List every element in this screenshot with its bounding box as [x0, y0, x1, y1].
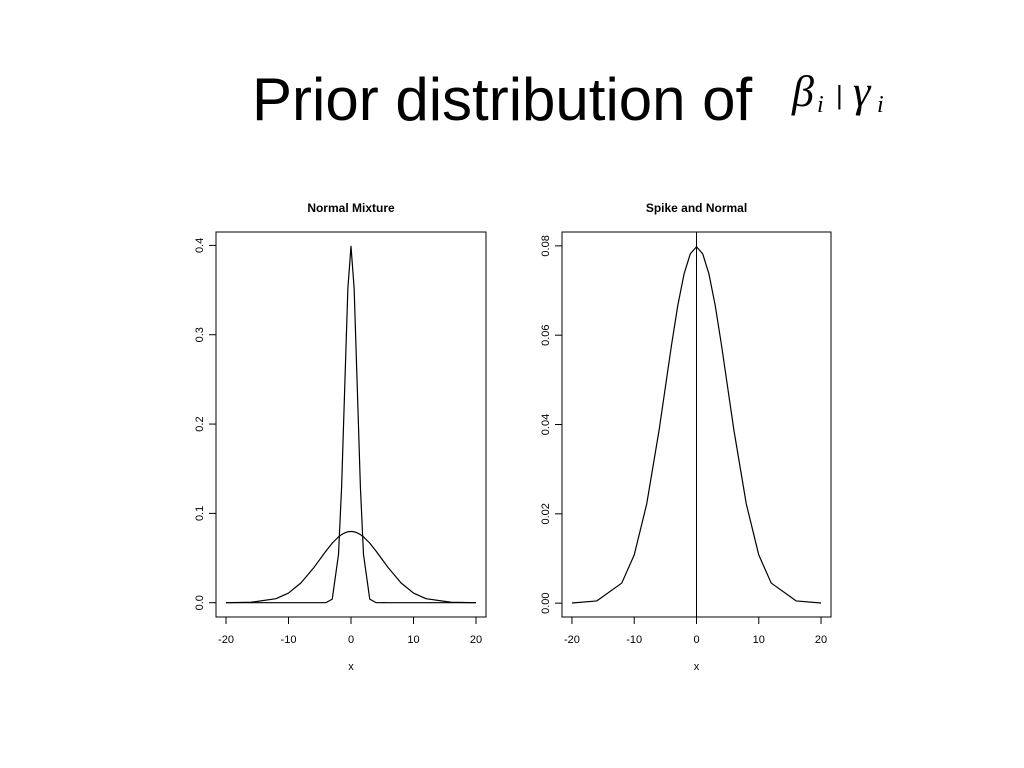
y-tick-label: 0.0: [194, 595, 206, 610]
plot-frame: [215, 231, 487, 618]
y-tick-label: 0.08: [540, 235, 552, 256]
y-tick-label: 0.02: [540, 503, 552, 524]
y-tick-label: 0.2: [194, 416, 206, 431]
title-symbol: i: [877, 92, 884, 118]
x-axis-label: x: [348, 661, 354, 673]
x-tick-label: 0: [348, 634, 354, 646]
y-tick-label: 0.00: [540, 592, 552, 613]
x-tick-label: 10: [753, 634, 765, 646]
x-tick-label: -20: [564, 634, 580, 646]
y-tick-label: 0.3: [194, 327, 206, 342]
x-tick-label: -20: [218, 634, 234, 646]
title-symbol: |: [836, 80, 843, 110]
x-tick-label: -10: [281, 634, 297, 646]
y-tick-label: 0.06: [540, 324, 552, 345]
title-symbol: β: [791, 67, 814, 116]
y-tick-label: 0.1: [194, 506, 206, 521]
line-series: [225, 530, 477, 604]
x-tick-label: 20: [815, 634, 827, 646]
x-tick-label: 0: [693, 634, 699, 646]
x-tick-label: 20: [470, 634, 482, 646]
x-tick-label: -10: [626, 634, 642, 646]
y-tick-label: 0.04: [540, 414, 552, 435]
title-symbol: i: [817, 92, 824, 118]
chart-title: Normal Mixture: [307, 201, 395, 215]
slide-title: Prior distribution of: [252, 66, 753, 133]
x-tick-label: 10: [407, 634, 419, 646]
line-series: [226, 245, 476, 604]
x-axis-label: x: [694, 661, 700, 673]
title-symbol: γ: [853, 67, 872, 116]
chart-title: Spike and Normal: [646, 201, 747, 215]
y-tick-label: 0.4: [194, 238, 206, 253]
